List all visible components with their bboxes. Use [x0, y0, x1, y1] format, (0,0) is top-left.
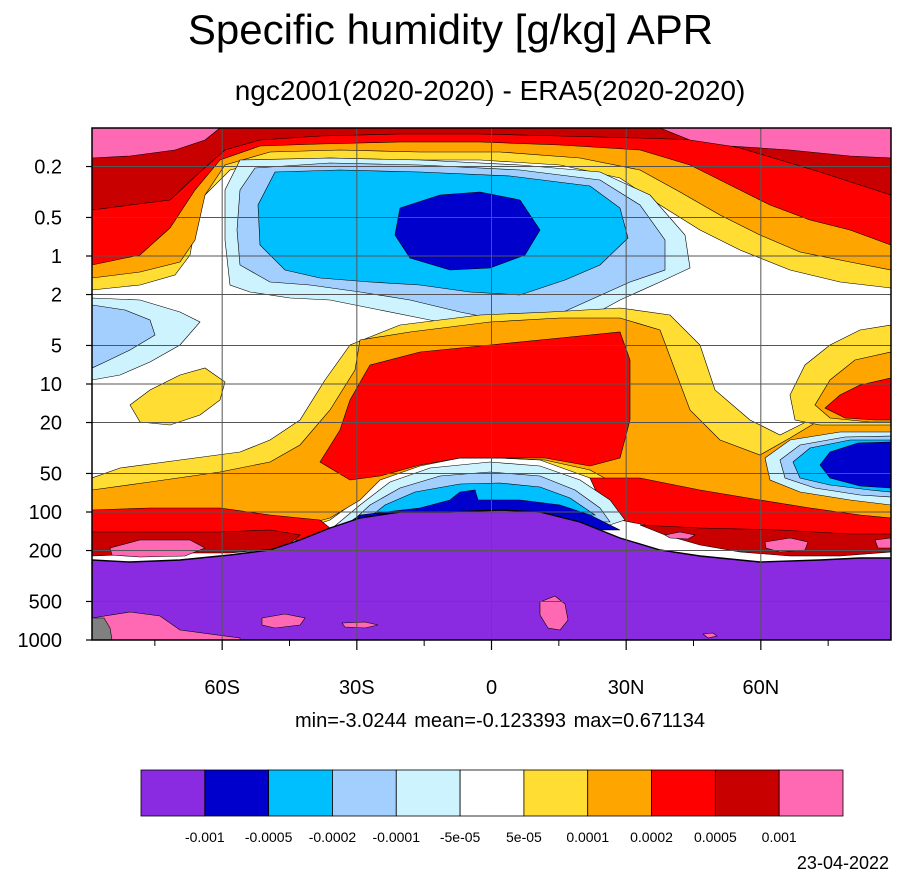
region-pink-surface-5 — [702, 632, 718, 639]
region-red-mid — [319, 331, 631, 481]
colorbar-swatch — [587, 769, 652, 817]
region-pink-surface-left — [92, 611, 241, 640]
region-blue-right — [819, 441, 891, 489]
colorbar-label: 5e-05 — [506, 829, 542, 845]
colorbar-swatch — [332, 769, 397, 817]
colorbar-swatch — [714, 769, 780, 817]
region-red-low-right — [589, 477, 891, 539]
colorbar-label: 0.0002 — [630, 829, 673, 845]
y-tick-label: 200 — [29, 541, 62, 563]
region-pink-blob-2 — [764, 537, 809, 553]
y-axis: 0.2 0.5 1 2 5 10 20 50 100 200 500 1000 — [18, 157, 92, 652]
region-lightblue-left — [92, 304, 156, 369]
region-red-top — [92, 128, 891, 266]
colorbar-swatch — [140, 769, 206, 817]
colorbar-label: -5e-05 — [440, 829, 481, 845]
colorbar-swatch — [395, 769, 461, 817]
region-darkred-low-right — [639, 524, 891, 557]
region-pink-blob-4 — [874, 537, 891, 549]
x-tick-label: 60S — [204, 677, 240, 699]
y-tick-label: 1 — [51, 246, 62, 268]
x-axis: 60S 30S 0 30N 60N — [154, 640, 829, 699]
colorbar-label: -0.0002 — [309, 829, 357, 845]
y-tick-label: 0.2 — [34, 157, 62, 179]
colorbar-swatch — [268, 769, 333, 817]
colorbar-label: -0.001 — [185, 829, 225, 845]
chart-title: Specific humidity [g/kg] APR — [187, 6, 714, 53]
chart-subtitle: ngc2001(2020-2020) - ERA5(2020-2020) — [234, 75, 746, 106]
grid-lines — [92, 128, 891, 641]
colorbar-swatch — [204, 769, 270, 817]
y-tick-label: 1000 — [18, 630, 63, 652]
region-blue-top — [394, 191, 541, 271]
stats-text: min=-3.0244 mean=-0.123393 max=0.671134 — [294, 710, 706, 732]
date-stamp: 23-04-2022 — [796, 853, 889, 873]
region-pink-blob-1 — [109, 539, 206, 558]
x-tick-label: 0 — [486, 677, 497, 699]
x-tick-label: 30S — [339, 677, 375, 699]
colorbar-swatch — [651, 769, 716, 817]
y-tick-label: 50 — [40, 463, 62, 485]
y-tick-label: 100 — [29, 502, 62, 524]
colorbar-label: 0.001 — [762, 829, 797, 845]
region-pink-surface-2 — [261, 613, 306, 629]
region-pink-surface-3 — [341, 621, 379, 629]
colorbar-label: -0.0005 — [245, 829, 293, 845]
region-missing-data — [92, 617, 113, 640]
y-tick-label: 500 — [29, 591, 62, 613]
colorbar-swatch — [459, 769, 525, 817]
y-tick-label: 2 — [51, 285, 62, 307]
region-pink-blob-3 — [664, 531, 696, 540]
x-tick-label: 60N — [742, 677, 779, 699]
y-tick-label: 10 — [40, 374, 62, 396]
y-tick-label: 5 — [51, 335, 62, 357]
colorbar-label: 0.0001 — [566, 829, 609, 845]
colorbar-swatch — [778, 769, 844, 817]
colorbar-label: -0.0001 — [373, 829, 421, 845]
y-tick-label: 0.5 — [34, 207, 62, 229]
x-tick-label: 30N — [608, 677, 645, 699]
colorbar-label: 0.0005 — [694, 829, 737, 845]
region-pink-top-left — [92, 128, 221, 159]
region-pink-surface-4 — [539, 595, 569, 631]
colorbar: -0.001 -0.0005 -0.0002 -0.0001 -5e-05 5e-05 0.… — [140, 769, 844, 845]
colorbar-swatch — [523, 769, 589, 817]
region-red-right — [824, 377, 891, 421]
region-pink-top-right — [659, 128, 891, 159]
y-tick-label: 20 — [40, 413, 62, 435]
